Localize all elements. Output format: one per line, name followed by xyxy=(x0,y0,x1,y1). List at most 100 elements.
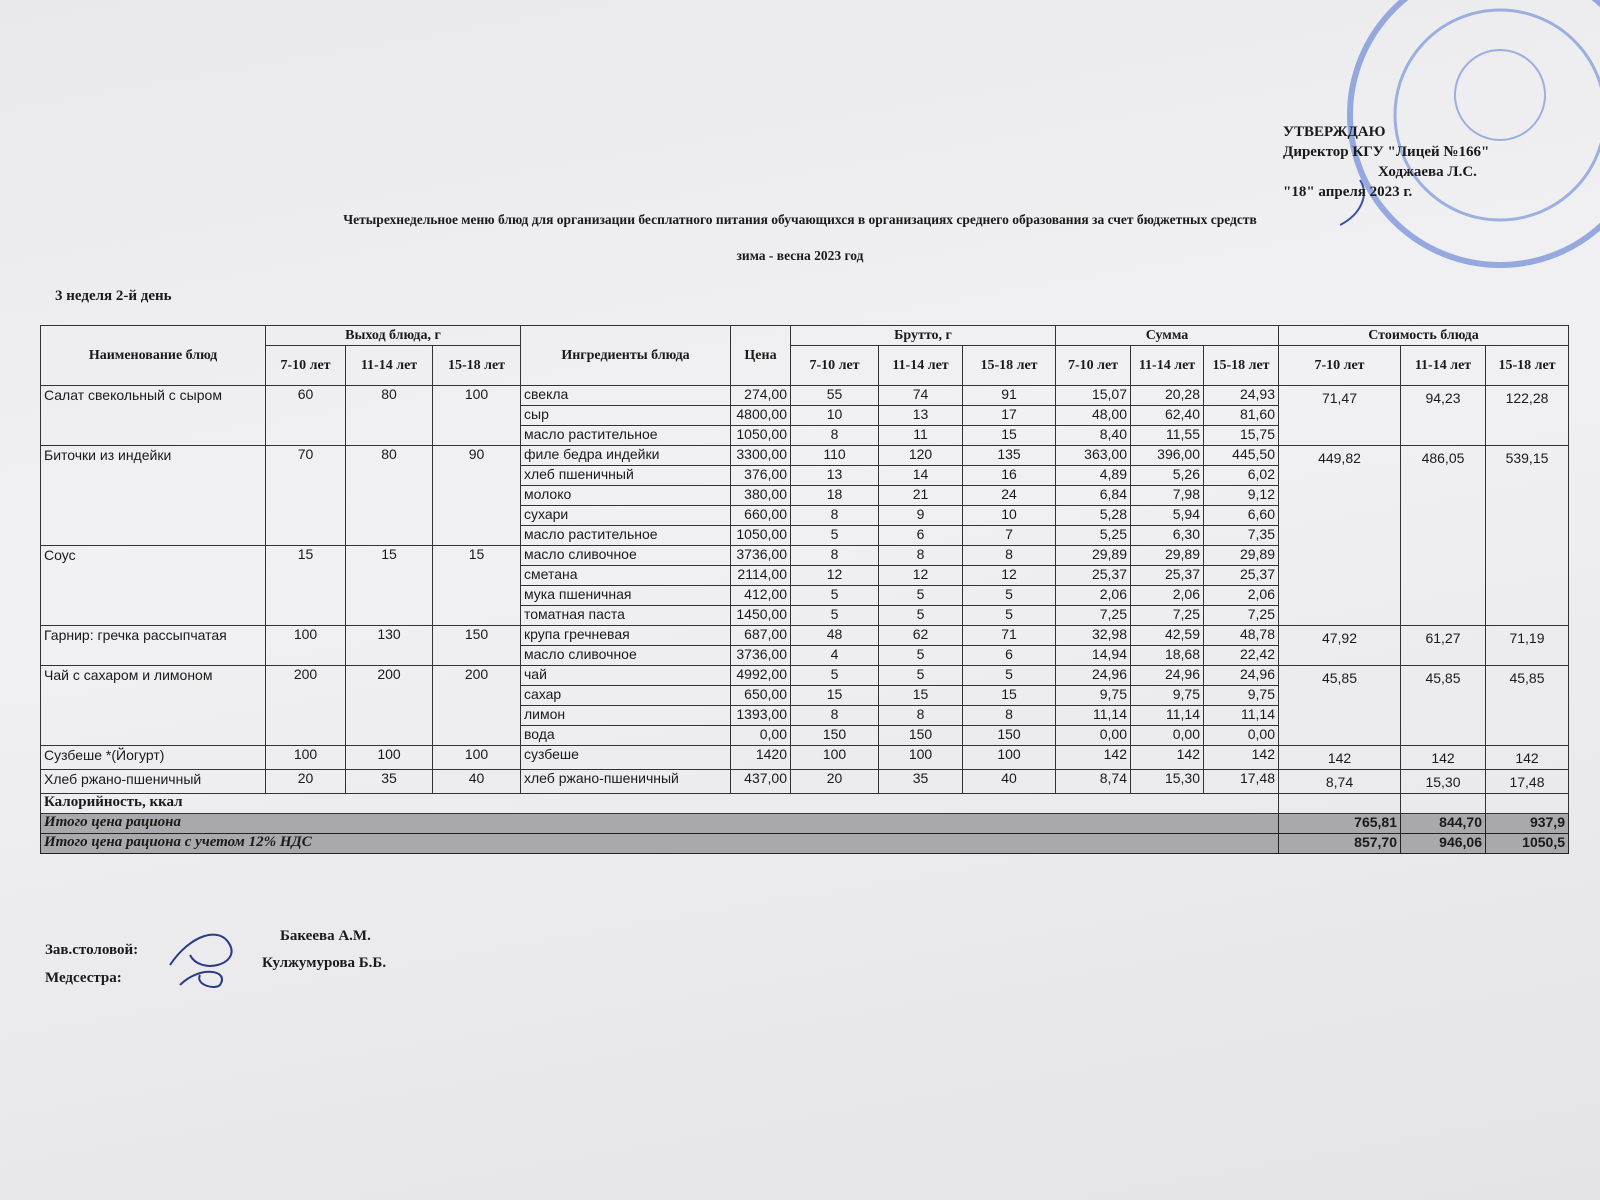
sum: 6,02 xyxy=(1203,465,1279,486)
brutto: 35 xyxy=(878,769,963,794)
sum: 25,37 xyxy=(1130,565,1204,586)
dish-output: 200 xyxy=(432,665,521,746)
ingredient-name: сухари xyxy=(520,505,731,526)
brutto: 5 xyxy=(878,585,963,606)
ingredient-name: мука пшеничная xyxy=(520,585,731,606)
sum: 29,89 xyxy=(1130,545,1204,566)
signature-name: Кулжумурова Б.Б. xyxy=(262,955,387,971)
dish-output: 80 xyxy=(345,445,433,546)
brutto: 12 xyxy=(790,565,879,586)
dish-name: Хлеб ржано-пшеничный xyxy=(40,769,266,794)
header-row: Наименование блюд Выход блюда, г Ингредиен… xyxy=(40,325,1569,386)
brutto: 120 xyxy=(878,445,963,466)
brutto: 12 xyxy=(878,565,963,586)
age-header: 11-14 лет xyxy=(878,345,963,386)
brutto: 17 xyxy=(962,405,1056,426)
sum: 29,89 xyxy=(1203,545,1279,566)
brutto: 8 xyxy=(878,705,963,726)
dish-name: Соус xyxy=(40,545,266,626)
sum: 142 xyxy=(1203,745,1279,770)
sum: 396,00 xyxy=(1130,445,1204,466)
sum: 363,00 xyxy=(1055,445,1131,466)
sum: 11,55 xyxy=(1130,425,1204,446)
dish-cost: 71,47 xyxy=(1278,385,1401,446)
dish-output: 100 xyxy=(265,625,346,666)
stamp xyxy=(1340,0,1600,268)
brutto: 100 xyxy=(790,745,879,770)
sum: 9,12 xyxy=(1203,485,1279,506)
sum: 20,28 xyxy=(1130,385,1204,406)
dish-cost: 61,27 xyxy=(1400,625,1486,666)
sum: 7,25 xyxy=(1130,605,1204,626)
ingredient-price: 1420 xyxy=(730,745,791,770)
sum: 6,84 xyxy=(1055,485,1131,506)
ingredient-row: хлеб пшеничный 376,00 13 14 16 4,89 5,26 6,02 xyxy=(41,465,1569,486)
dish-output: 130 xyxy=(345,625,433,666)
ingredient-price: 4992,00 xyxy=(730,665,791,686)
sum: 8,74 xyxy=(1055,769,1131,794)
sum: 29,89 xyxy=(1055,545,1131,566)
approval-line: УТВЕРЖДАЮ xyxy=(1283,124,1386,140)
sum: 11,14 xyxy=(1203,705,1279,726)
brutto: 100 xyxy=(878,745,963,770)
brutto: 6 xyxy=(878,525,963,546)
dish-name: Гарнир: гречка рассыпчатая xyxy=(40,625,266,666)
dish-cost: 45,85 xyxy=(1278,665,1401,746)
brutto: 8 xyxy=(790,425,879,446)
menu-table: Наименование блюд Выход блюда, г Ингредиен… xyxy=(40,325,1569,854)
brutto: 8 xyxy=(790,705,879,726)
dish-output: 35 xyxy=(345,769,433,794)
ingredient-row: Чай с сахаром и лимоном 200 200 200 чай 4992,… xyxy=(40,665,1569,746)
dish-output: 100 xyxy=(432,385,521,446)
total-value: 765,81 xyxy=(1278,813,1401,834)
dish-cost: 539,15 xyxy=(1485,445,1569,626)
dish-output: 15 xyxy=(345,545,433,626)
brutto: 21 xyxy=(878,485,963,506)
sum: 142 xyxy=(1055,745,1131,770)
signature xyxy=(169,933,233,988)
sum: 142 xyxy=(1130,745,1204,770)
column-header: Ингредиенты блюда xyxy=(520,325,731,386)
brutto: 15 xyxy=(962,425,1056,446)
sum: 5,94 xyxy=(1130,505,1204,526)
ingredient-name: хлеб ржано-пшеничный xyxy=(520,769,731,794)
dish-cost: 8,74 xyxy=(1278,769,1401,794)
brutto: 5 xyxy=(878,605,963,626)
ingredient-price: 1393,00 xyxy=(730,705,791,726)
dish-output: 150 xyxy=(432,625,521,666)
sum: 7,35 xyxy=(1203,525,1279,546)
brutto: 7 xyxy=(962,525,1056,546)
ingredient-price: 274,00 xyxy=(730,385,791,406)
brutto: 16 xyxy=(962,465,1056,486)
signature-role: Зав.столовой: xyxy=(45,942,139,958)
dish-output: 100 xyxy=(432,745,521,770)
ingredient-price: 3736,00 xyxy=(730,545,791,566)
approval-line: Ходжаева Л.С. xyxy=(1378,164,1477,180)
brutto: 110 xyxy=(790,445,879,466)
sum: 11,14 xyxy=(1055,705,1131,726)
dish-output: 100 xyxy=(345,745,433,770)
sum: 22,42 xyxy=(1203,645,1279,666)
sum: 25,37 xyxy=(1203,565,1279,586)
sum: 15,30 xyxy=(1130,769,1204,794)
brutto: 150 xyxy=(790,725,879,746)
ingredient-price: 1450,00 xyxy=(730,605,791,626)
ingredient-name: свекла xyxy=(520,385,731,406)
ingredient-price: 1050,00 xyxy=(730,525,791,546)
brutto: 55 xyxy=(790,385,879,406)
ingredient-name: масло растительное xyxy=(520,525,731,546)
ingredient-name: филе бедра индейки xyxy=(520,445,731,466)
brutto: 9 xyxy=(878,505,963,526)
ingredient-row: вода 0,00 150 150 150 0,00 0,00 0,00 xyxy=(41,725,1569,746)
sum: 42,59 xyxy=(1130,625,1204,646)
ingredient-price: 376,00 xyxy=(730,465,791,486)
sum: 8,40 xyxy=(1055,425,1131,446)
ingredient-name: вода xyxy=(520,725,731,746)
brutto: 13 xyxy=(790,465,879,486)
ingredient-row: сахар 650,00 15 15 15 9,75 9,75 9,75 xyxy=(41,685,1569,706)
dish-name: Чай с сахаром и лимоном xyxy=(40,665,266,746)
ingredient-row: Биточки из индейки 70 80 90 филе бедра индей… xyxy=(40,445,1569,626)
empty-cell xyxy=(1400,793,1486,814)
ingredient-name: томатная паста xyxy=(520,605,731,626)
